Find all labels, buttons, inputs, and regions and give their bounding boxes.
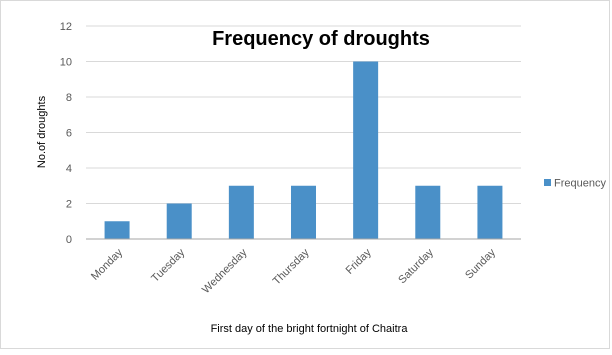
y-tick-labels: 0 2 4 6 8 10 12 — [60, 21, 72, 246]
bar-chart: 0 2 4 6 8 10 12 Monday Tuesday Wednesday Thursday… — [36, 21, 606, 335]
bars — [104, 61, 503, 239]
bar-monday — [104, 221, 130, 239]
x-axis-label: First day of the bright fortnight of Cha… — [211, 323, 409, 335]
bar-tuesday — [166, 203, 192, 239]
grid-lines — [86, 25, 521, 204]
x-tick-label: Sunday — [463, 246, 498, 281]
x-tick-label: Tuesday — [149, 246, 187, 284]
y-tick-label: 12 — [60, 21, 72, 33]
y-tick-label: 6 — [66, 128, 72, 140]
bar-friday — [353, 61, 379, 239]
x-tick-labels: Monday Tuesday Wednesday Thursday Friday Satu… — [89, 246, 498, 296]
y-tick-label: 8 — [66, 92, 72, 104]
y-tick-label: 4 — [66, 163, 72, 175]
chart-title: Frequency of droughts — [212, 28, 430, 50]
bar-sunday — [477, 185, 503, 239]
bar-wednesday — [228, 185, 254, 239]
x-tick-label: Wednesday — [200, 246, 250, 296]
y-tick-label: 2 — [66, 199, 72, 211]
bar-saturday — [415, 185, 441, 239]
x-tick-label: Saturday — [396, 246, 436, 286]
y-tick-label: 0 — [66, 234, 72, 246]
legend-label: Frequency — [554, 178, 606, 190]
bar-thursday — [291, 185, 316, 239]
x-tick-label: Thursday — [271, 246, 312, 287]
chart-frame: 0 2 4 6 8 10 12 Monday Tuesday Wednesday Thursday… — [0, 0, 610, 349]
x-tick-label: Friday — [344, 246, 374, 276]
x-tick-label: Monday — [89, 246, 126, 283]
y-axis-label: No.of droughts — [36, 95, 48, 168]
legend: Frequency — [544, 178, 606, 190]
legend-swatch — [544, 179, 551, 186]
y-tick-label: 10 — [60, 57, 72, 69]
